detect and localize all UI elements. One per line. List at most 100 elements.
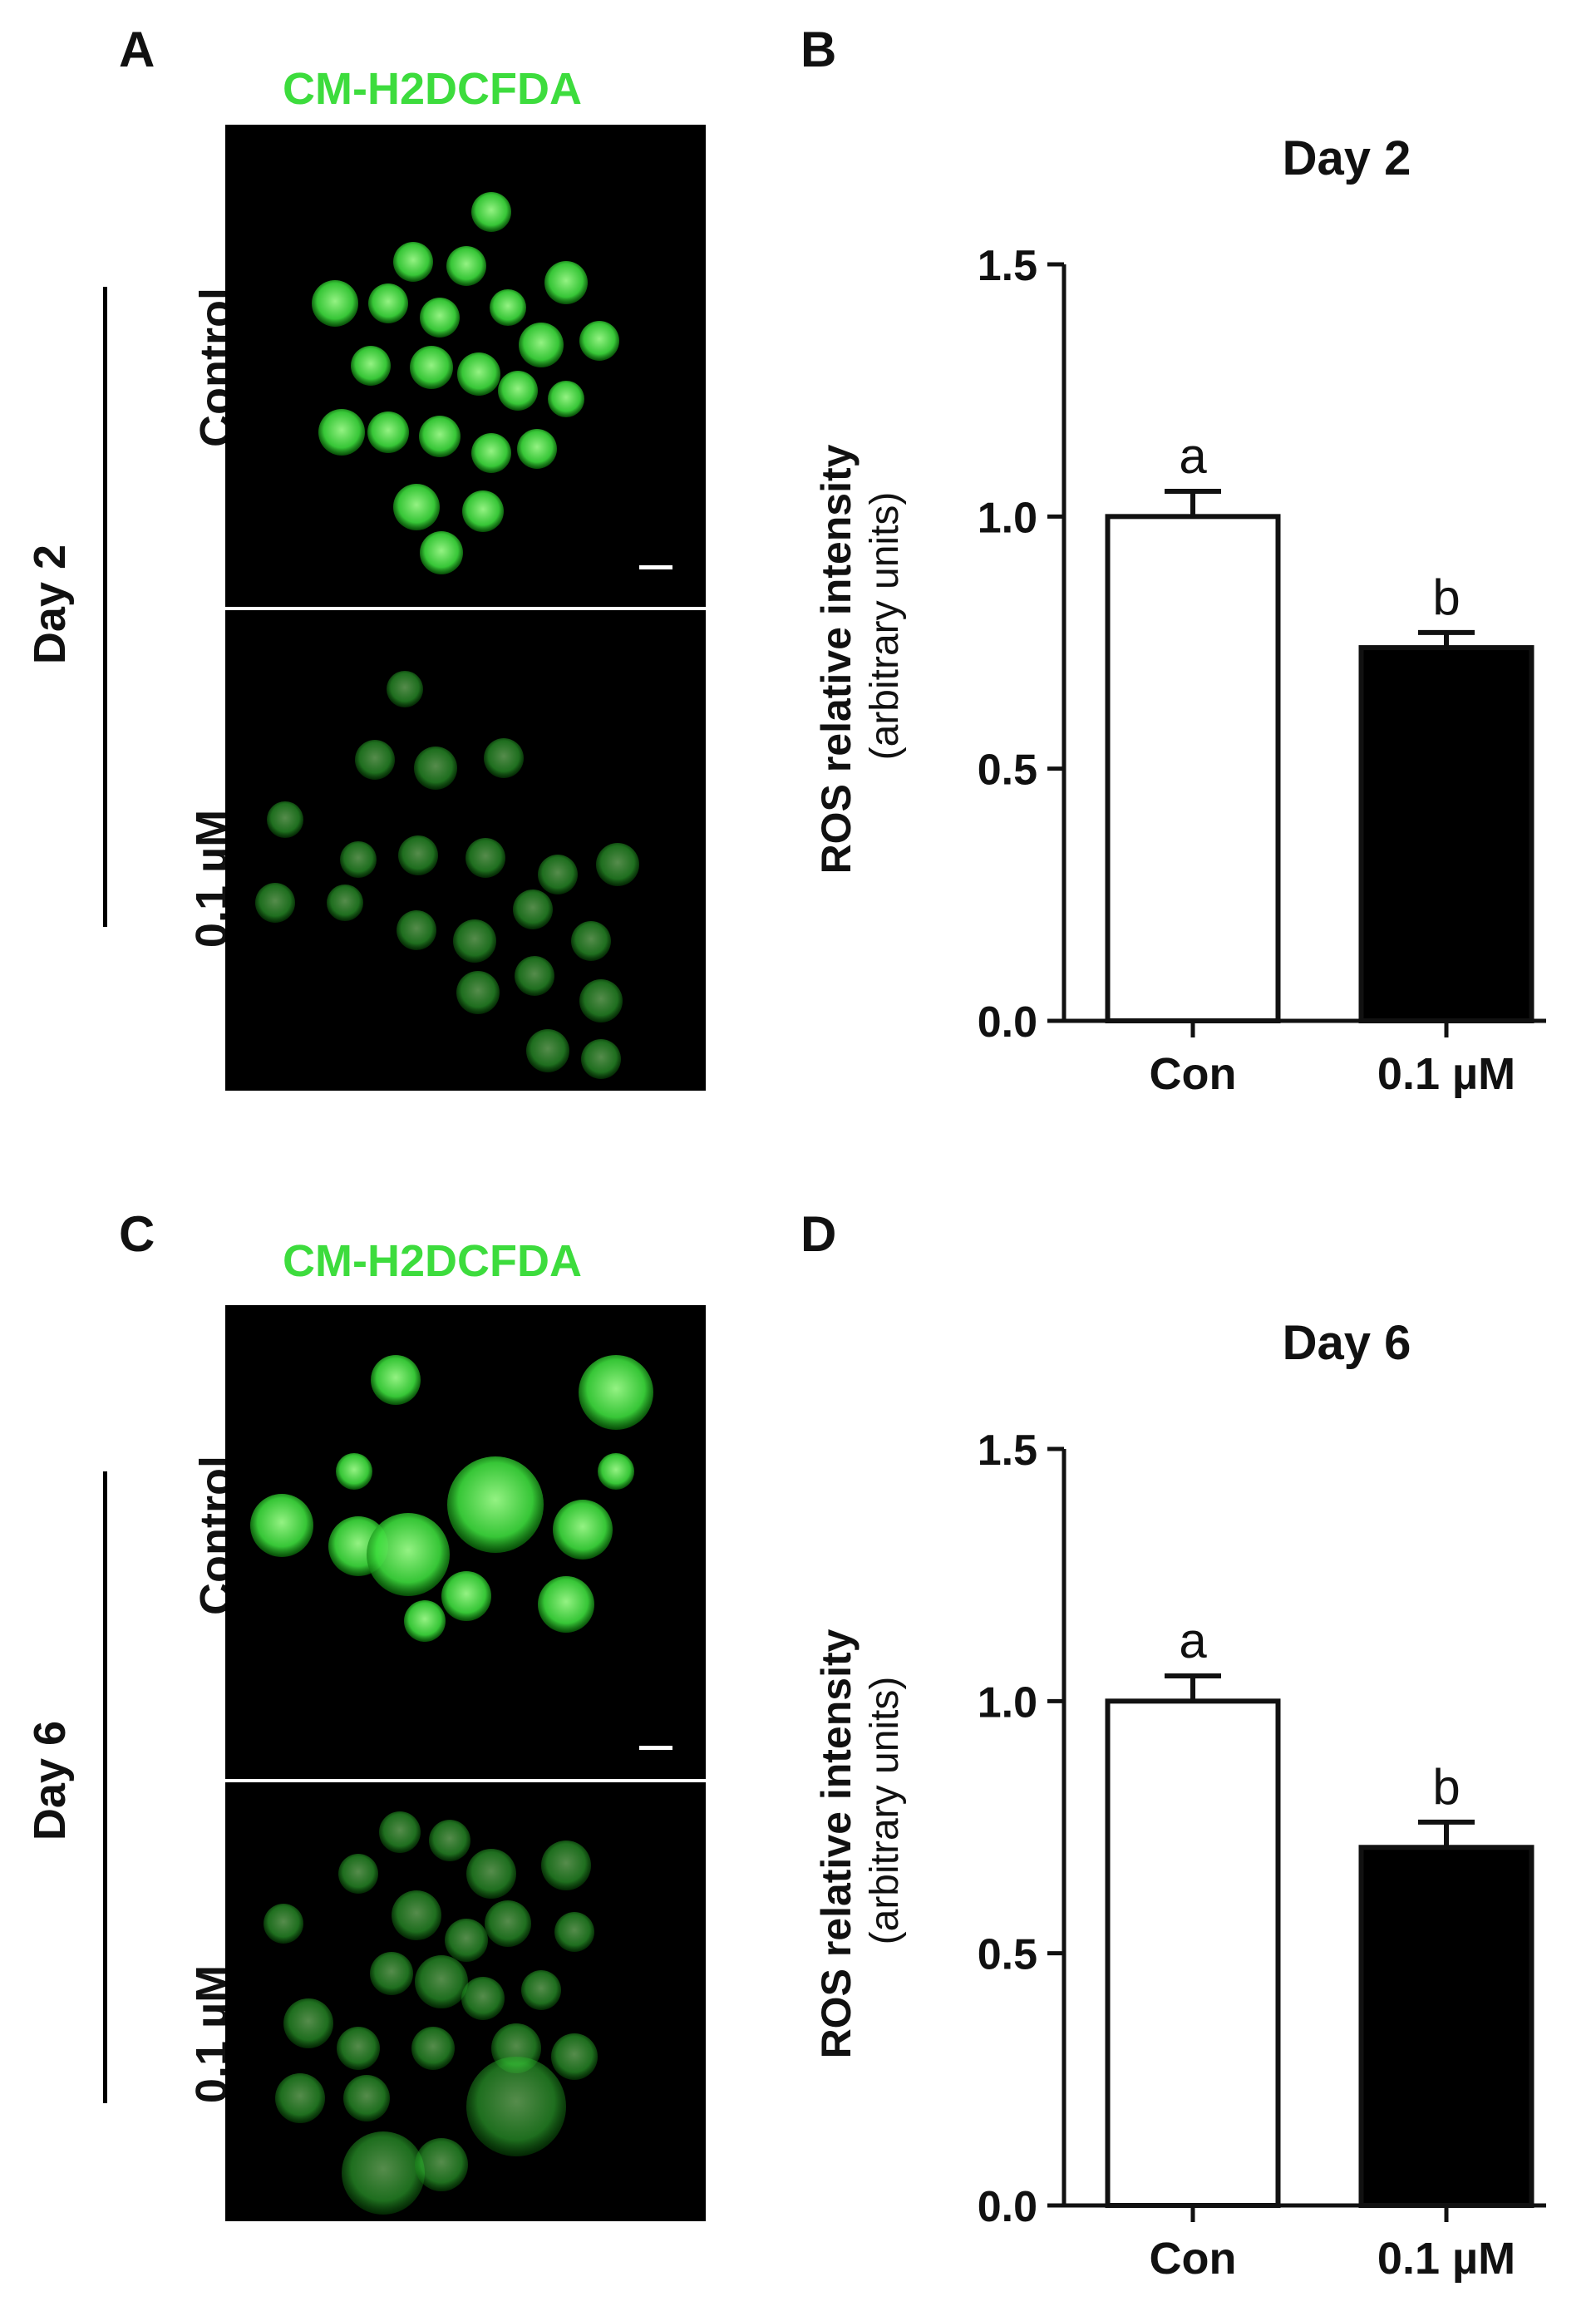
embryo-blob <box>420 298 460 338</box>
embryo-blob <box>264 1904 303 1944</box>
x-tick-label: Con <box>1150 2234 1237 2284</box>
embryo-blob <box>453 919 496 963</box>
embryo-blob <box>517 429 557 469</box>
panel-c-day-label: Day 6 <box>25 1720 75 1841</box>
embryo-blob <box>379 1811 421 1853</box>
embryo-blob <box>312 280 358 327</box>
y-tick-label: 0.0 <box>978 2183 1037 2231</box>
embryo-blob <box>521 1970 561 2010</box>
embryo-blob <box>598 1453 634 1490</box>
embryo-blob <box>370 1952 413 1995</box>
embryo-blob <box>541 1841 591 1890</box>
micrograph-c-control <box>225 1305 706 1779</box>
embryo-blob <box>519 323 564 367</box>
panel-c-stain-label: CM-H2DCFDA <box>283 1236 582 1286</box>
micrograph-a-separator <box>225 607 706 610</box>
embryo-blob <box>250 1494 313 1557</box>
y-tick-label: 0.5 <box>978 1931 1037 1979</box>
significance-letter: b <box>1432 569 1460 625</box>
embryo-blob <box>471 192 511 232</box>
chart-title: Day 2 <box>1283 131 1411 185</box>
embryo-blob <box>471 433 511 473</box>
y-axis-label: ROS relative intensity <box>813 444 860 874</box>
embryo-blob <box>498 371 538 411</box>
embryo-blob <box>462 490 504 532</box>
y-axis-label-units: (arbitrary units) <box>863 1677 907 1945</box>
embryo-blob <box>596 843 639 886</box>
embryo-blob <box>371 1355 421 1405</box>
embryo-blob <box>368 283 408 323</box>
embryo-blob <box>255 883 295 923</box>
embryo-blob <box>466 2057 566 2156</box>
embryo-blob <box>466 838 505 878</box>
embryo-blob <box>338 1854 378 1894</box>
embryo-blob <box>579 979 623 1023</box>
embryo-blob <box>553 1500 613 1560</box>
embryo-blob <box>579 1355 653 1430</box>
y-tick-label: 1.5 <box>978 242 1037 290</box>
embryo-blob <box>367 1513 450 1596</box>
x-tick-label: Con <box>1150 1049 1237 1099</box>
micrograph-c-treated <box>225 1782 706 2221</box>
embryo-blob <box>393 242 433 282</box>
embryo-blob <box>404 1600 446 1642</box>
bar-control <box>1105 1698 1281 2209</box>
embryo-blob <box>579 321 619 361</box>
embryo-blob <box>387 671 423 707</box>
embryo-blob <box>490 289 526 326</box>
embryo-blob <box>343 2075 390 2121</box>
micrograph-a-treated <box>225 610 706 1091</box>
y-tick-label: 1.0 <box>978 1678 1037 1727</box>
micrograph-c-separator <box>225 1779 706 1782</box>
panel-b-letter: B <box>800 22 837 77</box>
scale-bar <box>639 1746 672 1750</box>
panel-a-day-label: Day 2 <box>25 544 75 665</box>
bar-treated <box>1358 645 1534 1023</box>
embryo-blob <box>515 956 554 996</box>
panel-d-letter: D <box>800 1206 837 1262</box>
embryo-blob <box>551 2033 598 2080</box>
embryo-blob <box>544 261 588 304</box>
y-tick-label: 0.0 <box>978 998 1037 1047</box>
embryo-blob <box>411 2027 455 2070</box>
embryo-blob <box>446 246 486 286</box>
panel-a-letter: A <box>119 22 155 77</box>
embryo-blob <box>327 885 363 921</box>
panel-a-stain-label: CM-H2DCFDA <box>283 64 582 114</box>
embryo-blob <box>415 1955 468 2008</box>
embryo-blob <box>445 1919 488 1962</box>
embryo-blob <box>581 1039 621 1079</box>
embryo-blob <box>367 411 409 453</box>
embryo-blob <box>342 2131 425 2215</box>
embryo-blob <box>337 2027 380 2070</box>
panel-a-day-bracket <box>103 287 107 927</box>
embryo-blob <box>538 1576 594 1633</box>
embryo-blob <box>414 747 457 790</box>
embryo-blob <box>457 352 500 396</box>
embryo-blob <box>355 740 395 780</box>
y-tick-label: 1.5 <box>978 1427 1037 1475</box>
embryo-blob <box>318 409 365 456</box>
embryo-blob <box>526 1029 569 1072</box>
embryo-blob <box>554 1912 594 1952</box>
significance-letter: b <box>1432 1759 1460 1815</box>
embryo-blob <box>571 921 611 961</box>
panel-c-letter: C <box>119 1206 155 1262</box>
embryo-cluster <box>255 671 639 1079</box>
embryo-blob <box>447 1456 544 1553</box>
embryo-blob <box>283 1998 333 2048</box>
significance-letter: a <box>1179 428 1207 484</box>
embryo-blob <box>275 2073 325 2123</box>
embryo-blob <box>267 801 303 838</box>
embryo-blob <box>336 1453 372 1490</box>
embryo-blob <box>456 971 500 1014</box>
embryo-blob <box>393 484 440 530</box>
embryo-blob <box>410 346 453 389</box>
scale-bar <box>639 565 672 569</box>
embryo-cluster <box>312 192 619 574</box>
embryo-blob <box>392 1890 441 1940</box>
bar-treated <box>1358 1845 1534 2208</box>
embryo-blob <box>351 346 391 386</box>
embryo-blob <box>485 1900 531 1947</box>
y-axis-label-units: (arbitrary units) <box>863 492 907 761</box>
